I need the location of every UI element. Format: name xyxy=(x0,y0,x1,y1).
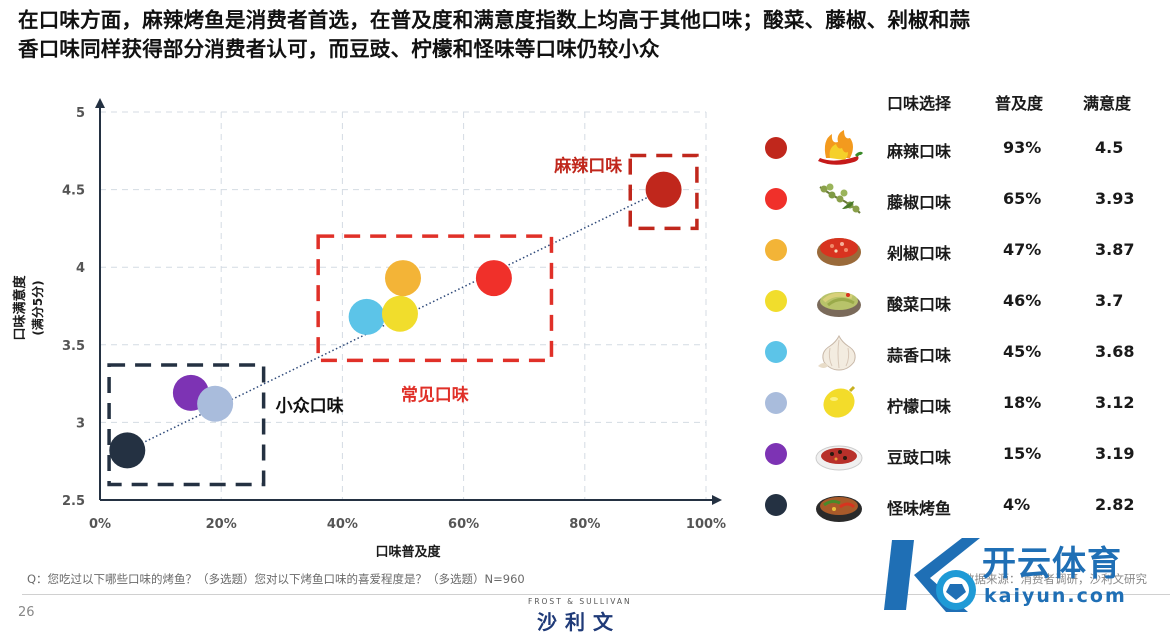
legend-color-dot xyxy=(765,137,787,159)
watermark-title: 开云体育 xyxy=(982,544,1122,584)
legend-color-dot xyxy=(765,188,787,210)
data-point xyxy=(348,298,385,335)
legend-satisfaction: 3.87 xyxy=(1095,240,1135,259)
spicy-chili-flame-icon xyxy=(813,130,865,166)
headline: 在口味方面，麻辣烤鱼是消费者首选，在普及度和满意度指数上均高于其他口味；酸菜、藤… xyxy=(18,6,1158,64)
group-label-niche: 小众口味 xyxy=(276,396,344,417)
legend-satisfaction: 4.5 xyxy=(1095,138,1124,157)
group-box xyxy=(628,153,699,231)
x-tick-label: 20% xyxy=(206,517,237,532)
data-point xyxy=(197,385,234,422)
legend-color-dot xyxy=(765,341,787,363)
legend-row: 酸菜口味 46% 3.7 xyxy=(755,281,1155,321)
legend-satisfaction: 3.93 xyxy=(1095,189,1135,208)
garlic-icon xyxy=(813,334,865,371)
y-tick-label: 4 xyxy=(76,261,85,276)
source-note: 数据来源：消费者调研，沙利文研究 xyxy=(963,572,1147,586)
legend-popularity: 45% xyxy=(1003,342,1042,361)
legend-color-dot xyxy=(765,290,787,312)
legend-color-dot xyxy=(765,443,787,465)
header-popularity: 普及度 xyxy=(995,94,1044,113)
x-tick-label: 0% xyxy=(89,517,111,532)
legend-flavor: 藤椒口味 xyxy=(887,193,952,212)
legend-row: 藤椒口味 65% 3.93 xyxy=(755,179,1155,219)
data-point xyxy=(475,260,512,297)
legend-popularity: 93% xyxy=(1003,138,1042,157)
legend-flavor: 豆豉口味 xyxy=(887,448,952,467)
black-bean-fish-plate-icon xyxy=(813,436,865,472)
watermark-k-icon xyxy=(884,538,980,612)
brand-logo-cn: 沙利文 xyxy=(537,610,621,634)
legend-row: 柠檬口味 18% 3.12 xyxy=(755,383,1155,423)
group-label-common: 常见口味 xyxy=(401,384,469,405)
x-tick-label: 40% xyxy=(327,517,358,532)
x-tick-label: 100% xyxy=(686,517,726,532)
legend-header: 口味选择 普及度 满意度 xyxy=(755,88,1155,114)
legend-satisfaction: 3.19 xyxy=(1095,444,1135,463)
data-point xyxy=(645,171,682,208)
legend-popularity: 65% xyxy=(1003,189,1042,208)
legend-flavor: 柠檬口味 xyxy=(887,397,952,416)
legend-row: 剁椒口味 47% 3.87 xyxy=(755,230,1155,270)
footer-divider xyxy=(22,594,1170,595)
group-box xyxy=(107,363,266,487)
legend-popularity: 47% xyxy=(1003,240,1042,259)
x-tick-label: 80% xyxy=(569,517,600,532)
y-axis-subtitle: (满分5分) xyxy=(30,280,45,335)
legend-row: 豆豉口味 15% 3.19 xyxy=(755,434,1155,474)
headline-line-1: 在口味方面，麻辣烤鱼是消费者首选，在普及度和满意度指数上均高于其他口味；酸菜、藤… xyxy=(18,8,971,32)
legend-flavor: 怪味烤鱼 xyxy=(887,499,952,518)
legend-popularity: 18% xyxy=(1003,393,1042,412)
scatter-chart: 0% 20% 40% 60% 80% 100% 2.5 3 3.5 4 4.5 5 口味普及度 口味满意度… xyxy=(12,98,726,560)
legend-satisfaction: 2.82 xyxy=(1095,495,1135,514)
brand-logo-en: FROST & SULLIVAN xyxy=(528,597,632,606)
x-axis-title: 口味普及度 xyxy=(375,544,441,560)
legend-flavor: 麻辣口味 xyxy=(887,142,952,161)
legend-flavor: 酸菜口味 xyxy=(887,295,952,314)
x-axis-arrow xyxy=(712,495,722,505)
legend-satisfaction: 3.12 xyxy=(1095,393,1135,412)
legend-color-dot xyxy=(765,494,787,516)
group-label-spicy: 麻辣口味 xyxy=(553,155,622,176)
legend-color-dot xyxy=(765,392,787,414)
watermark-subtitle: kaiyun.com xyxy=(984,585,1127,607)
lemon-icon xyxy=(813,385,865,421)
header-satisfaction: 满意度 xyxy=(1083,94,1132,113)
trendline xyxy=(126,188,664,452)
y-tick-label: 4.5 xyxy=(62,184,85,199)
y-tick-label: 2.5 xyxy=(62,494,85,509)
legend-satisfaction: 3.68 xyxy=(1095,342,1135,361)
legend-popularity: 4% xyxy=(1003,495,1031,514)
data-point xyxy=(109,432,146,469)
legend-popularity: 15% xyxy=(1003,444,1042,463)
y-axis-title: 口味满意度 xyxy=(12,275,28,341)
green-pepper-sprig-icon xyxy=(813,181,865,217)
y-tick-label: 5 xyxy=(76,106,85,121)
headline-line-2: 香口味同样获得部分消费者认可，而豆豉、柠檬和怪味等口味仍较小众 xyxy=(18,37,660,61)
group-box xyxy=(316,234,554,363)
legend-popularity: 46% xyxy=(1003,291,1042,310)
legend-flavor: 蒜香口味 xyxy=(887,346,952,365)
pickled-cabbage-bowl-icon xyxy=(813,283,865,319)
chopped-chili-bowl-icon xyxy=(813,232,865,268)
y-tick-label: 3.5 xyxy=(62,339,85,354)
legend-flavor: 剁椒口味 xyxy=(887,244,952,263)
footnote: Q：您吃过以下哪些口味的烤鱼？（多选题）您对以下烤鱼口味的喜爱程度是？（多选题）… xyxy=(27,572,525,586)
legend-row: 麻辣口味 93% 4.5 xyxy=(755,128,1155,168)
page-number: 26 xyxy=(18,605,35,620)
header-flavor: 口味选择 xyxy=(887,94,952,113)
legend-color-dot xyxy=(765,239,787,261)
data-point xyxy=(381,295,418,332)
data-point xyxy=(385,260,421,297)
strange-flavor-fish-plate-icon xyxy=(813,487,865,523)
legend-row: 怪味烤鱼 4% 2.82 xyxy=(755,485,1155,525)
y-axis-arrow xyxy=(95,98,105,108)
legend-row: 蒜香口味 45% 3.68 xyxy=(755,332,1155,372)
y-tick-label: 3 xyxy=(76,416,85,431)
legend-satisfaction: 3.7 xyxy=(1095,291,1124,310)
x-tick-label: 60% xyxy=(448,517,479,532)
watermark-logo: 开云体育 kaiyun.com xyxy=(884,530,1169,622)
